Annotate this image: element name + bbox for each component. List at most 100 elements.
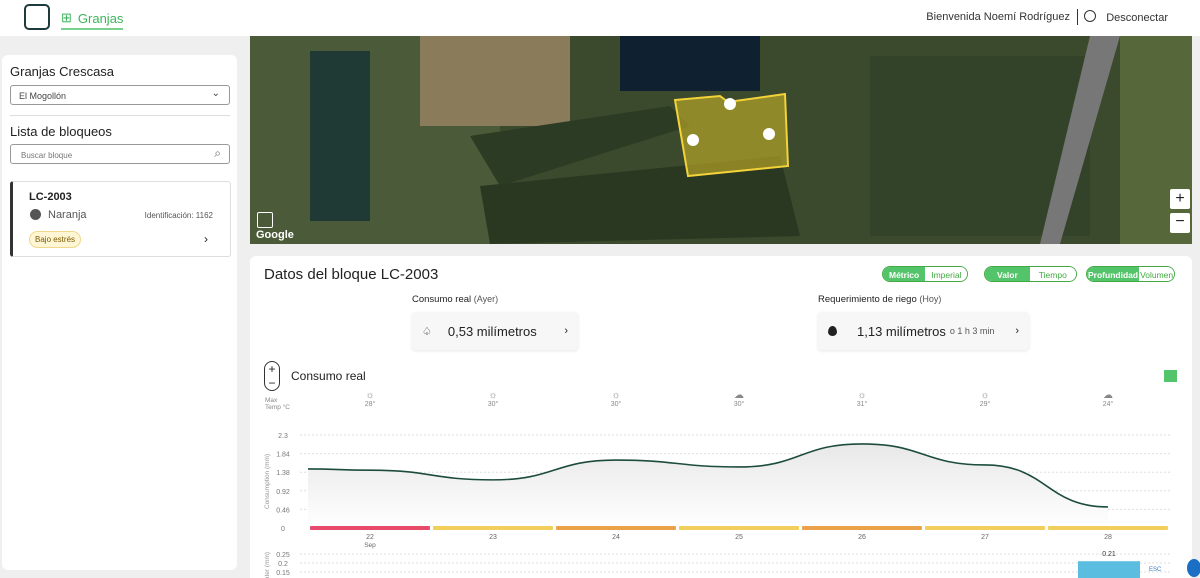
map-zoom-in-button[interactable]: + [1170,189,1190,209]
grid-icon: ⊞ [61,10,72,25]
crop-icon [30,209,41,220]
stress-bar [679,526,799,530]
cloud-icon: ☁ [1103,390,1113,401]
chart-type-icon[interactable] [1164,370,1177,382]
value-toggle[interactable]: Valor Tiempo [984,266,1077,282]
chart-title: Consumo real [291,369,366,383]
block-list-title: Lista de bloqueos [10,124,112,139]
x-tick-label: 25 [735,534,743,541]
search-placeholder: Buscar bloque [21,151,73,160]
chart-zoom-control[interactable]: + − [264,361,280,391]
fullscreen-icon[interactable] [257,212,273,228]
kpi1-label: Consumo real (Ayer) [412,294,498,305]
chevron-right-icon: › [204,232,208,246]
toggle-imperial[interactable]: Imperial [925,267,968,281]
kpi2-title: Requerimiento de riego [818,294,917,305]
map-zoom-out-button[interactable]: − [1170,213,1190,233]
stress-bar [802,526,922,530]
x-tick-label: 26 [858,534,866,541]
farm-title: Granjas Crescasa [10,64,115,79]
search-icon: ⌕ [214,146,221,160]
sun-icon: ☼ [365,390,375,401]
chevron-right-icon: › [564,325,568,337]
block-card[interactable]: LC-2003 Naranja Identificación: 1162 Baj… [10,181,231,257]
sun-icon: ☼ [488,390,498,401]
y-axis-label: ater (mm) [264,552,271,578]
consumption-area [308,443,1108,528]
consumption-chart: 0 0.46 0.92 1.38 1.84 2.3 Consumption (mm) 22 23… [264,433,1170,578]
block-crop: Naranja [48,209,87,221]
stress-bar [433,526,553,530]
logout-button[interactable]: Desconectar [1106,12,1168,24]
y-tick-label: 0.25 [276,552,290,559]
chevron-right-icon: › [1015,325,1019,337]
x-sub-label: Sep [364,542,376,549]
kpi1-title: Consumo real [412,294,472,305]
temp-label-2: Temp °C [265,404,290,411]
welcome-text: Bienvenida Noemí Rodríguez [926,11,1070,23]
toggle-volume[interactable]: Volumen [1139,267,1175,281]
weather-day: ☼ 30° [601,390,631,408]
kpi1-value: 0,53 milímetros [447,323,537,339]
y-tick-label: 0.92 [276,489,290,496]
block-data-panel: Datos del bloque LC-2003 Métrico Imperial… [250,256,1200,578]
globe-icon[interactable] [1084,10,1096,22]
sidebar: Granjas Crescasa El Mogollón ⌄ Lista de b… [2,55,237,570]
panel-title: Datos del bloque LC-2003 [264,266,439,283]
y-tick-label: 0 [281,526,285,533]
depth-toggle[interactable]: Profundidad Volumen [1086,266,1176,282]
temp-value: 30° [610,401,622,408]
y-tick-label: 0.15 [276,570,290,577]
google-logo: Google [256,229,294,241]
satellite-map[interactable]: Google + − [250,36,1192,244]
sun-icon: ☼ [857,390,867,401]
toggle-depth[interactable]: Profundidad [1087,267,1140,281]
toggle-value[interactable]: Valor [985,267,1030,281]
temp-value: 24° [1102,401,1114,408]
x-tick-label: 24 [612,534,620,541]
app-logo[interactable] [24,4,50,30]
stress-bar [925,526,1045,530]
block-name: LC-2003 [29,191,72,203]
weather-day: ☼ 29° [970,390,1000,408]
kpi2-value: 1,13 milímetros [857,323,946,339]
temp-value: 28° [364,401,376,408]
kpi-consumption-card[interactable]: ♤ 0,53 milímetros › [412,312,578,350]
weather-day: ☼ 28° [355,390,385,408]
sun-icon: ☼ [980,390,990,401]
consumption-line [307,443,1109,508]
divider [1077,9,1078,25]
y-tick-label: 0.46 [276,507,290,514]
zoom-out-icon[interactable]: − [268,376,276,390]
chevron-down-icon: ⌄ [211,88,220,99]
drop-icon [828,326,837,336]
y-axis-label: Consumption (mm) [264,454,271,509]
nav-label: Granjas [77,10,124,26]
x-tick-label: 23 [489,534,497,541]
zoom-in-icon[interactable]: + [268,362,276,376]
cloud-icon: ☁ [734,390,744,401]
temp-value: 31° [856,401,868,408]
toggle-time[interactable]: Tiempo [1029,267,1076,281]
kpi2-extra: o 1 h 3 min [949,326,995,336]
temp-label-1: Max [265,397,278,404]
top-bar: ⊞ Granjas Bienvenida Noemí Rodríguez Desc… [0,0,1200,36]
temp-label: Max Temp °C [265,397,290,411]
sun-icon: ☼ [611,390,621,401]
nav-granjas[interactable]: ⊞ Granjas [61,10,124,30]
temp-value: 30° [487,401,499,408]
unit-toggle[interactable]: Métrico Imperial [882,266,969,282]
y-tick-label: 0.2 [278,561,288,568]
stress-bar [1048,526,1168,530]
accessibility-icon[interactable] [1187,559,1200,577]
block-search-input[interactable]: Buscar bloque ⌕ [10,144,230,164]
x-tick-label: 27 [981,534,989,541]
x-tick-label: 28 [1104,534,1112,541]
farm-select[interactable]: El Mogollón ⌄ [10,85,230,105]
toggle-metric[interactable]: Métrico [883,267,926,281]
kpi1-sub: (Ayer) [473,294,499,304]
y-tick-label: 2.3 [278,433,288,440]
kpi-irrigation-card[interactable]: 1,13 milímetros o 1 h 3 min › [818,312,1029,350]
weather-day: ☁ 30° [724,390,754,408]
kpi2-label: Requerimiento de riego (Hoy) [818,294,941,305]
